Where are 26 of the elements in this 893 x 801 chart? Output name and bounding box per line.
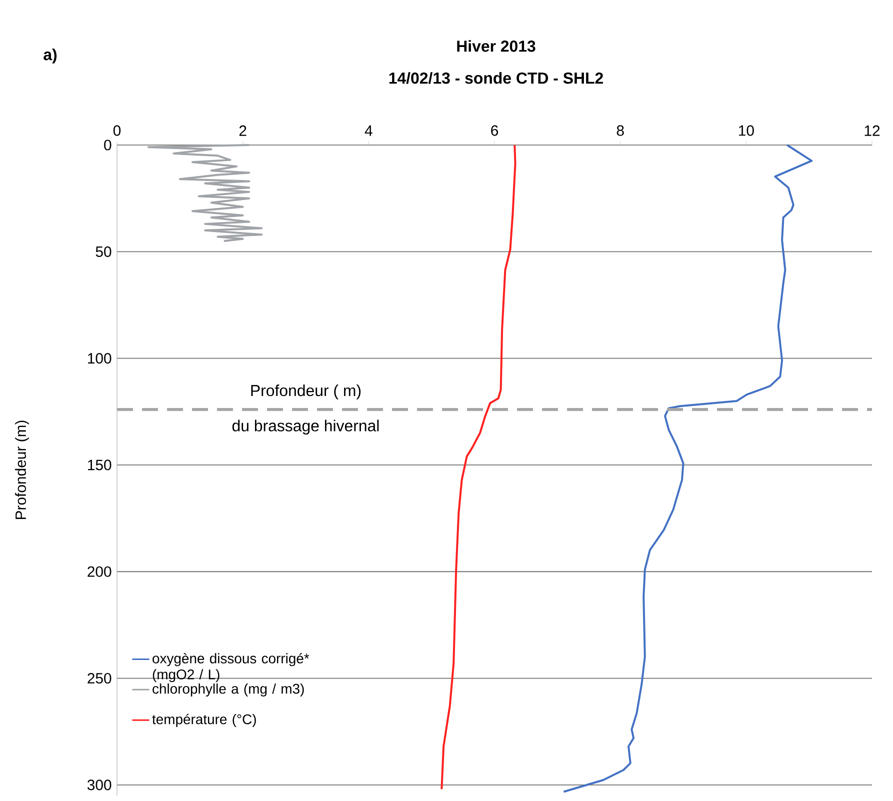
line-series: [440, 144, 516, 790]
legend-label: oxygène dissous corrigé* (mgO2 / L): [152, 652, 310, 682]
x-tick-label: 8: [616, 125, 624, 136]
y-tick-label: 0: [104, 140, 112, 150]
x-tick-label: 12: [864, 125, 880, 136]
x-tick-label: 4: [364, 126, 372, 136]
y-tick-label: 300: [87, 780, 112, 790]
y-tick-label: 50: [96, 246, 112, 257]
legend-label: chlorophylle a (mg / m3): [152, 683, 304, 696]
y-tick-label: 150: [88, 460, 112, 470]
chart-subtitle: 14/02/13 - sonde CTD - SHL2: [389, 72, 603, 84]
x-tick-label: 6: [491, 125, 498, 136]
annotation: du brassage hivernal: [232, 420, 379, 435]
line-series: [147, 144, 263, 242]
y-tick-label: 200: [88, 566, 112, 577]
chart-title: Hiver 2013: [457, 40, 536, 52]
y-axis-title: Profondeur (m): [15, 420, 29, 520]
x-tick-label: 2: [239, 125, 246, 136]
text: a): [44, 48, 57, 64]
x-tick-label: 10: [739, 125, 754, 136]
x-tick-label: 0: [113, 125, 121, 136]
ref-line-label: Profondeur ( m): [251, 384, 361, 400]
y-tick-label: 250: [88, 672, 112, 684]
line-series: [562, 144, 813, 793]
y-tick-label: 100: [88, 353, 112, 364]
legend-label: température (°C): [152, 714, 256, 727]
